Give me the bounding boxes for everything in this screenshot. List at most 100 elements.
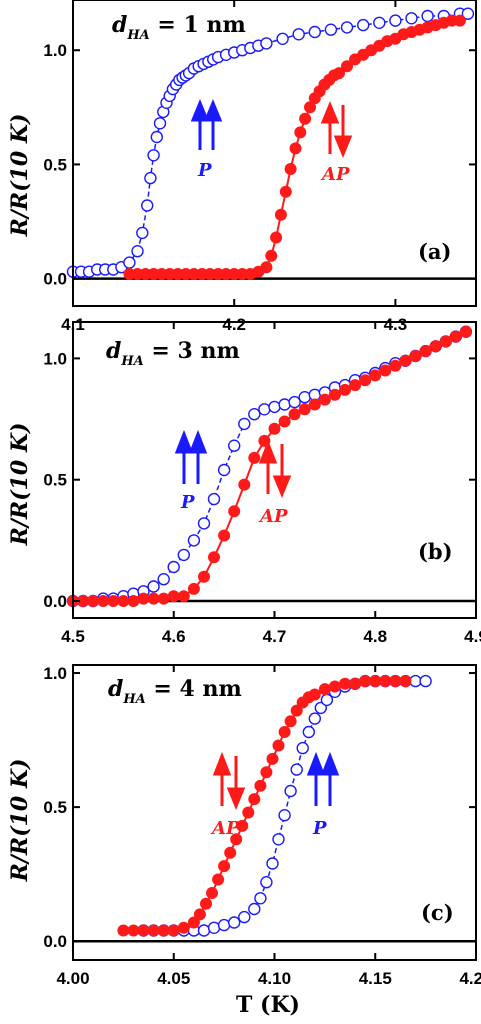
p-point	[298, 391, 311, 404]
p-point	[197, 924, 211, 937]
ylabel-a: R/R(10 K)	[7, 114, 33, 238]
p-point	[136, 226, 149, 240]
p-point	[308, 712, 321, 725]
ap-point	[339, 677, 351, 690]
p-point	[157, 573, 170, 586]
p-point	[373, 16, 386, 29]
ap-point	[308, 688, 321, 701]
ap-point	[248, 451, 261, 464]
annotation-c-prefix: d	[108, 676, 123, 702]
panel-label-b: (b)	[418, 539, 453, 564]
ap-point	[369, 675, 382, 688]
x-tick-label-b: 4.6	[162, 627, 186, 646]
ap-point	[289, 142, 302, 155]
ap-label-a: AP	[320, 164, 350, 185]
p-point	[248, 902, 261, 916]
ap-label-b: AP	[258, 506, 288, 527]
p-point	[197, 517, 211, 530]
ap-series-points-c	[117, 675, 412, 937]
ap-point	[389, 675, 402, 688]
annotation-a-subscript: HA	[126, 28, 149, 43]
annotation-b-text: = 3 nm	[144, 338, 240, 364]
ap-point	[341, 60, 353, 73]
annotation-c-subscript: HA	[122, 692, 145, 707]
ap-point	[359, 675, 372, 688]
ap-point	[318, 393, 331, 406]
ap-point	[97, 595, 110, 607]
axis-ticks-a: 4.1 4.2 4.30.00.51.0	[43, 0, 476, 334]
ap-point	[308, 398, 321, 411]
annotation-c: dHA = 4 nm	[108, 676, 242, 707]
ap-point	[270, 231, 283, 244]
x-tick-label-b: 4.8	[363, 627, 387, 646]
y-tick-label-c: 1.0	[43, 664, 67, 683]
p-point	[324, 23, 338, 36]
ap-point	[439, 335, 452, 348]
ap-point	[349, 379, 362, 392]
panel-c: 4.00 4.05 4.10 4.15 4.20 0.0 0.5 1.0 dHA = 4 nm…	[43, 664, 481, 988]
ap-point	[167, 590, 180, 603]
y-tick-label-a: 0.5	[43, 155, 67, 174]
panel-b: 4.54.64.74.84.90.00.51.0 dHA = 3 nm (b) …	[43, 321, 481, 646]
ap-point	[177, 590, 190, 603]
p-point	[177, 548, 191, 562]
ap-arrows-b	[258, 439, 292, 498]
ap-point	[200, 897, 212, 910]
p-point	[248, 408, 261, 421]
p-point	[238, 417, 251, 431]
p-point	[421, 9, 434, 23]
p-point	[140, 199, 154, 212]
panel-label-a: (a)	[418, 239, 451, 264]
ylabel-c: R/R(10 K)	[7, 759, 33, 883]
p-point	[314, 701, 327, 715]
ap-point	[198, 570, 210, 583]
ap-arrows-c	[212, 751, 246, 810]
p-point	[144, 171, 157, 185]
ap-point	[328, 680, 341, 693]
ap-point	[157, 592, 170, 605]
plot-frame-c	[72, 664, 477, 961]
ap-point	[218, 860, 231, 873]
p-point	[258, 403, 271, 416]
ap-point	[230, 833, 243, 846]
x-tick-label-c: 4.10	[258, 969, 291, 988]
ap-point	[299, 112, 312, 125]
plot-frame-a	[72, 0, 477, 307]
ap-point	[379, 675, 392, 688]
p-point	[461, 7, 475, 20]
ap-line-c	[123, 680, 406, 932]
ap-point	[399, 354, 412, 367]
p-arrows-c	[306, 751, 340, 806]
ap-point	[419, 345, 432, 358]
panel-a: 4.1 4.2 4.30.00.51.0 dHA = 1 nm (a) P AP	[43, 0, 477, 334]
annotation-b-subscript: HA	[120, 354, 143, 369]
y-tick-label-a: 0.0	[43, 270, 67, 289]
ap-point	[212, 873, 225, 886]
p-point	[131, 244, 144, 258]
p-point	[292, 28, 305, 41]
ap-point	[193, 908, 206, 921]
ap-point	[248, 793, 261, 806]
p-point	[308, 25, 321, 39]
p-point	[276, 32, 289, 45]
ap-point	[117, 924, 130, 937]
p-point	[207, 492, 221, 506]
x-tick-label-c: 4.05	[157, 969, 190, 988]
p-point	[260, 876, 273, 889]
ap-point	[274, 208, 287, 221]
annotation-a: dHA = 1 nm	[112, 12, 246, 43]
ap-point	[278, 415, 291, 428]
ap-point	[260, 766, 273, 779]
p-curve-c	[143, 680, 426, 932]
p-point	[260, 37, 273, 50]
ap-point	[157, 924, 170, 937]
annotation-b-prefix: d	[106, 338, 121, 364]
ap-point	[349, 677, 362, 690]
p-curve-a	[73, 12, 468, 273]
ap-point	[167, 924, 180, 937]
p-label-b: P	[180, 492, 195, 513]
p-series-points-a	[66, 7, 475, 278]
ap-point	[328, 388, 341, 401]
ap-point	[187, 916, 200, 929]
